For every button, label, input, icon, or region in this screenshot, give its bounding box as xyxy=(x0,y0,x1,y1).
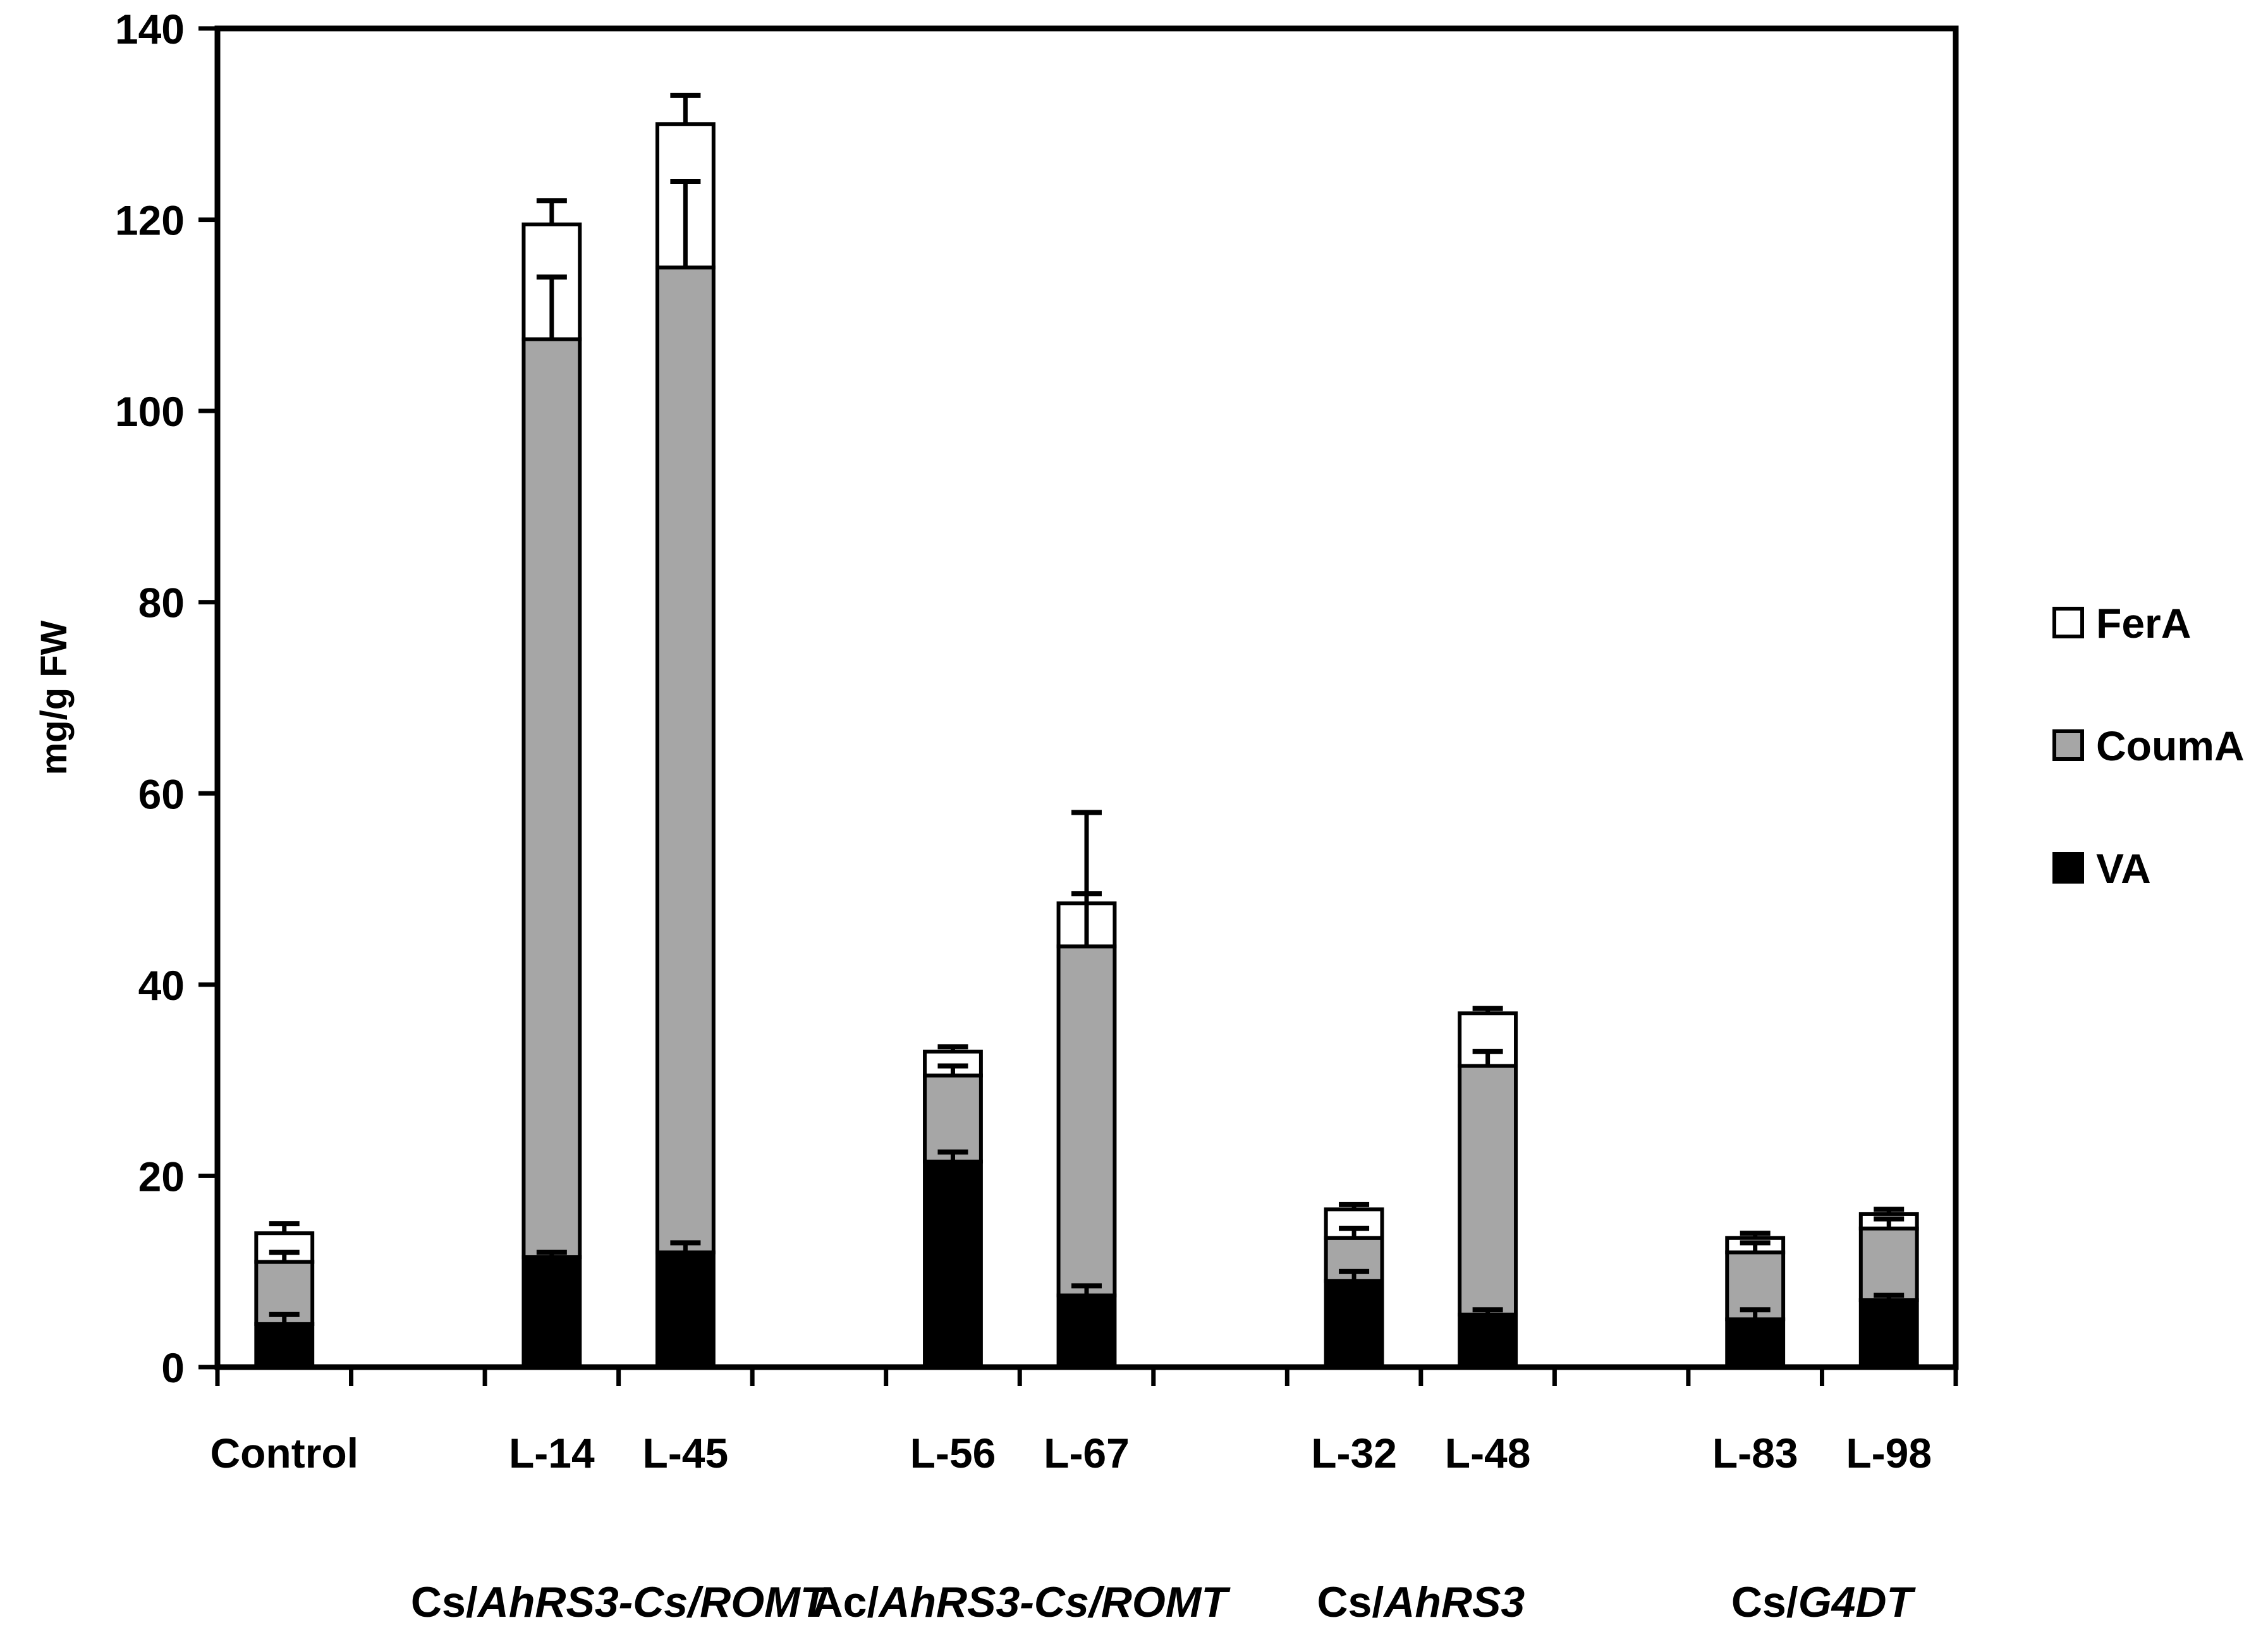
bar-va-L-45 xyxy=(655,1250,716,1370)
legend-label-couma: CoumA xyxy=(2096,722,2245,769)
bar-couma-L-98 xyxy=(1858,1226,1919,1303)
bars-layer xyxy=(254,122,1919,1370)
group-label-part: Cs/ xyxy=(1731,1578,1798,1626)
group-label-part: AhRS3-Cs/ROMT xyxy=(477,1578,830,1626)
plot-frame xyxy=(214,25,1959,1370)
x-axis: Control L-14 L-45 L-56 L-67 L-32 L-48 L-83 L-98 xyxy=(210,1367,1958,1476)
legend-label-va: VA xyxy=(2096,845,2151,892)
bar-va-L-67 xyxy=(1056,1293,1117,1369)
group-label: Cs/AhRS3-Cs/ROMT xyxy=(411,1578,830,1626)
bar-couma-L-14 xyxy=(521,337,582,1260)
bar-va-L-14 xyxy=(521,1255,582,1370)
y-tick-label: 80 xyxy=(138,580,185,626)
x-tick-label: L-56 xyxy=(910,1430,996,1476)
legend-swatch-couma xyxy=(2052,729,2084,761)
bar-va-L-48 xyxy=(1458,1312,1518,1370)
group-label-part: Cs/ xyxy=(1317,1578,1384,1626)
y-tick-label: 120 xyxy=(115,197,185,244)
bar-va-L-56 xyxy=(923,1159,983,1369)
x-tick-label: L-45 xyxy=(643,1430,729,1476)
bar-va-Control xyxy=(254,1322,315,1369)
x-tick-label: L-83 xyxy=(1712,1430,1798,1476)
y-tick-label: 0 xyxy=(161,1344,185,1391)
bar-couma-L-67 xyxy=(1056,944,1117,1298)
y-tick-label: 140 xyxy=(115,6,185,52)
bar-couma-L-56 xyxy=(923,1073,983,1164)
y-tick-label: 20 xyxy=(138,1153,185,1200)
y-tick-label: 100 xyxy=(115,388,185,435)
legend-swatch-fera xyxy=(2052,607,2084,638)
y-axis: 0 20 40 60 80 100 120 140 xyxy=(115,6,217,1391)
group-label-part: AhRS3 xyxy=(1382,1578,1525,1626)
x-tick-label: L-14 xyxy=(509,1430,595,1476)
bar-va-L-83 xyxy=(1725,1317,1786,1370)
legend: FerA CoumA VA xyxy=(2052,600,2245,892)
x-tick-label: L-98 xyxy=(1846,1430,1932,1476)
legend-label-fera: FerA xyxy=(2096,600,2191,647)
y-tick-label: 40 xyxy=(138,962,185,1009)
bar-va-L-98 xyxy=(1858,1298,1919,1370)
group-label-part: Ac/ xyxy=(812,1578,879,1626)
y-tick-label: 60 xyxy=(138,770,185,817)
x-tick-label: L-48 xyxy=(1445,1430,1531,1476)
y-axis-label: mg/g FW xyxy=(34,620,75,775)
group-label: Ac/AhRS3-Cs/ROMT xyxy=(812,1578,1231,1626)
error-bars-layer xyxy=(269,92,1905,1324)
bar-couma-L-45 xyxy=(655,265,716,1255)
bar-va-L-32 xyxy=(1324,1279,1384,1370)
group-label-part: G4DT xyxy=(1798,1578,1917,1626)
legend-swatch-va xyxy=(2052,852,2084,884)
x-tick-label: L-67 xyxy=(1044,1430,1130,1476)
group-label: Cs/AhRS3 xyxy=(1317,1578,1525,1626)
x-tick-label: L-32 xyxy=(1311,1430,1397,1476)
group-label: Cs/G4DT xyxy=(1731,1578,1917,1626)
bar-couma-L-48 xyxy=(1458,1064,1518,1317)
group-label-part: AhRS3-Cs/ROMT xyxy=(877,1578,1231,1626)
group-label-part: Cs/ xyxy=(411,1578,478,1626)
x-tick-label: Control xyxy=(210,1430,358,1476)
